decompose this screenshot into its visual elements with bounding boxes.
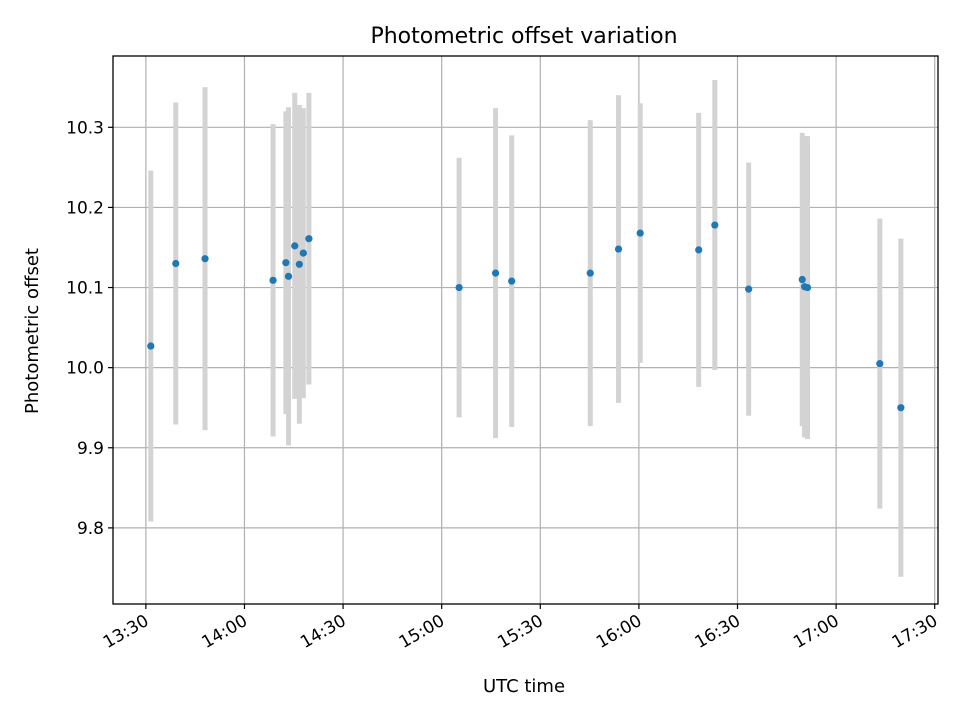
data-point bbox=[282, 259, 290, 267]
x-tick-label: 14:00 bbox=[199, 611, 251, 653]
x-tick-label: 15:30 bbox=[494, 611, 546, 653]
data-point bbox=[803, 283, 812, 292]
data-point bbox=[798, 275, 806, 284]
data-point bbox=[508, 277, 516, 285]
x-tick-label: 17:00 bbox=[790, 611, 842, 653]
grid-layer bbox=[113, 56, 938, 604]
x-axis-label: UTC time bbox=[483, 676, 565, 697]
data-point bbox=[172, 259, 180, 268]
x-tick-label: 16:00 bbox=[593, 611, 645, 653]
y-tick-label: 10.2 bbox=[66, 198, 104, 218]
chart-title: Photometric offset variation bbox=[370, 24, 677, 49]
y-tick-label: 10.1 bbox=[66, 279, 104, 299]
data-point bbox=[745, 285, 753, 293]
data-point bbox=[491, 269, 500, 277]
data-point bbox=[291, 242, 299, 250]
data-point bbox=[636, 229, 644, 237]
data-point bbox=[586, 269, 594, 277]
data-point bbox=[897, 404, 905, 412]
errorbar-layer bbox=[148, 80, 904, 577]
data-point bbox=[455, 283, 463, 292]
data-point bbox=[284, 272, 293, 280]
data-point bbox=[711, 221, 719, 229]
data-point bbox=[695, 246, 703, 254]
y-tick-label: 9.9 bbox=[77, 439, 104, 459]
x-tick-label: 15:00 bbox=[396, 611, 448, 653]
x-tick-label: 13:30 bbox=[100, 611, 152, 653]
data-point bbox=[299, 249, 307, 257]
data-point bbox=[147, 342, 155, 350]
point-layer bbox=[147, 221, 905, 412]
x-tick-label: 14:30 bbox=[297, 611, 349, 653]
y-tick-label: 9.8 bbox=[77, 519, 104, 539]
data-point bbox=[201, 255, 209, 263]
data-point bbox=[614, 245, 623, 253]
x-tick-label: 16:30 bbox=[692, 611, 744, 653]
data-point bbox=[295, 260, 303, 268]
x-tick-label: 17:30 bbox=[889, 611, 941, 653]
y-tick-label: 10.0 bbox=[66, 359, 104, 379]
y-axis-label: Photometric offset bbox=[22, 248, 43, 414]
data-point bbox=[876, 360, 884, 368]
plot-frame bbox=[112, 55, 939, 605]
data-point bbox=[269, 276, 277, 284]
data-point bbox=[305, 235, 313, 243]
y-tick-label: 10.3 bbox=[66, 118, 104, 138]
